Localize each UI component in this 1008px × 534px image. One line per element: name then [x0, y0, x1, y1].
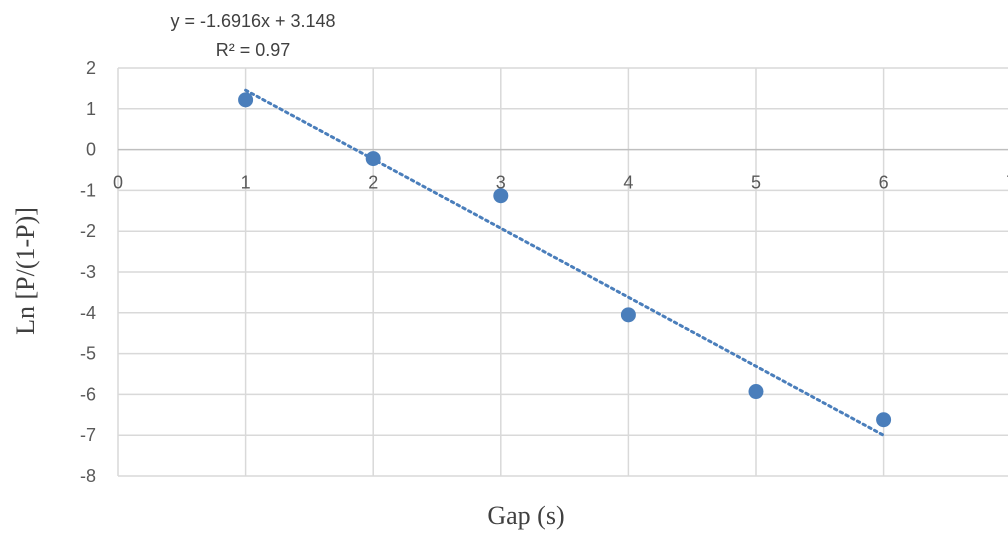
- y-tick-label: -7: [80, 425, 96, 445]
- y-tick-label: -8: [80, 466, 96, 486]
- grid-lines: [117, 67, 1008, 477]
- y-tick-label: -4: [80, 303, 96, 323]
- x-tick-label: 1: [241, 173, 251, 193]
- data-point: [748, 384, 764, 400]
- data-point: [493, 188, 509, 204]
- x-tick-label: 0: [113, 173, 123, 193]
- tick-labels: 2 1 0 -1 -2 -3 -4 -5 -6 -7 -8 0 1 2 3 4 5 6 7: [80, 58, 1008, 486]
- data-point: [876, 412, 892, 428]
- y-tick-label: 1: [86, 99, 96, 119]
- trendline-group: [244, 88, 886, 437]
- data-point: [620, 307, 636, 323]
- y-tick-label: -3: [80, 262, 96, 282]
- data-point: [238, 92, 254, 108]
- x-tick-label: 2: [368, 173, 378, 193]
- x-tick-label: 3: [496, 173, 506, 193]
- y-tick-label: -5: [80, 344, 96, 364]
- x-tick-label: 5: [751, 173, 761, 193]
- x-tick-label: 4: [623, 173, 633, 193]
- x-axis-title: Gap (s): [487, 501, 564, 530]
- y-tick-label: 2: [86, 58, 96, 78]
- y-tick-label: -1: [80, 180, 96, 200]
- x-tick-label: 7: [1006, 173, 1008, 193]
- trendline-equation: y = -1.6916x + 3.148: [170, 11, 335, 31]
- y-tick-label: 0: [86, 140, 96, 160]
- y-tick-label: -6: [80, 384, 96, 404]
- y-axis-title: Ln [P/(1-P)]: [11, 207, 40, 335]
- trendline: [244, 88, 886, 437]
- data-point: [365, 151, 381, 167]
- x-tick-label: 6: [879, 173, 889, 193]
- trendline-r-squared: R² = 0.97: [216, 40, 291, 60]
- data-points: [238, 92, 892, 428]
- y-tick-label: -2: [80, 221, 96, 241]
